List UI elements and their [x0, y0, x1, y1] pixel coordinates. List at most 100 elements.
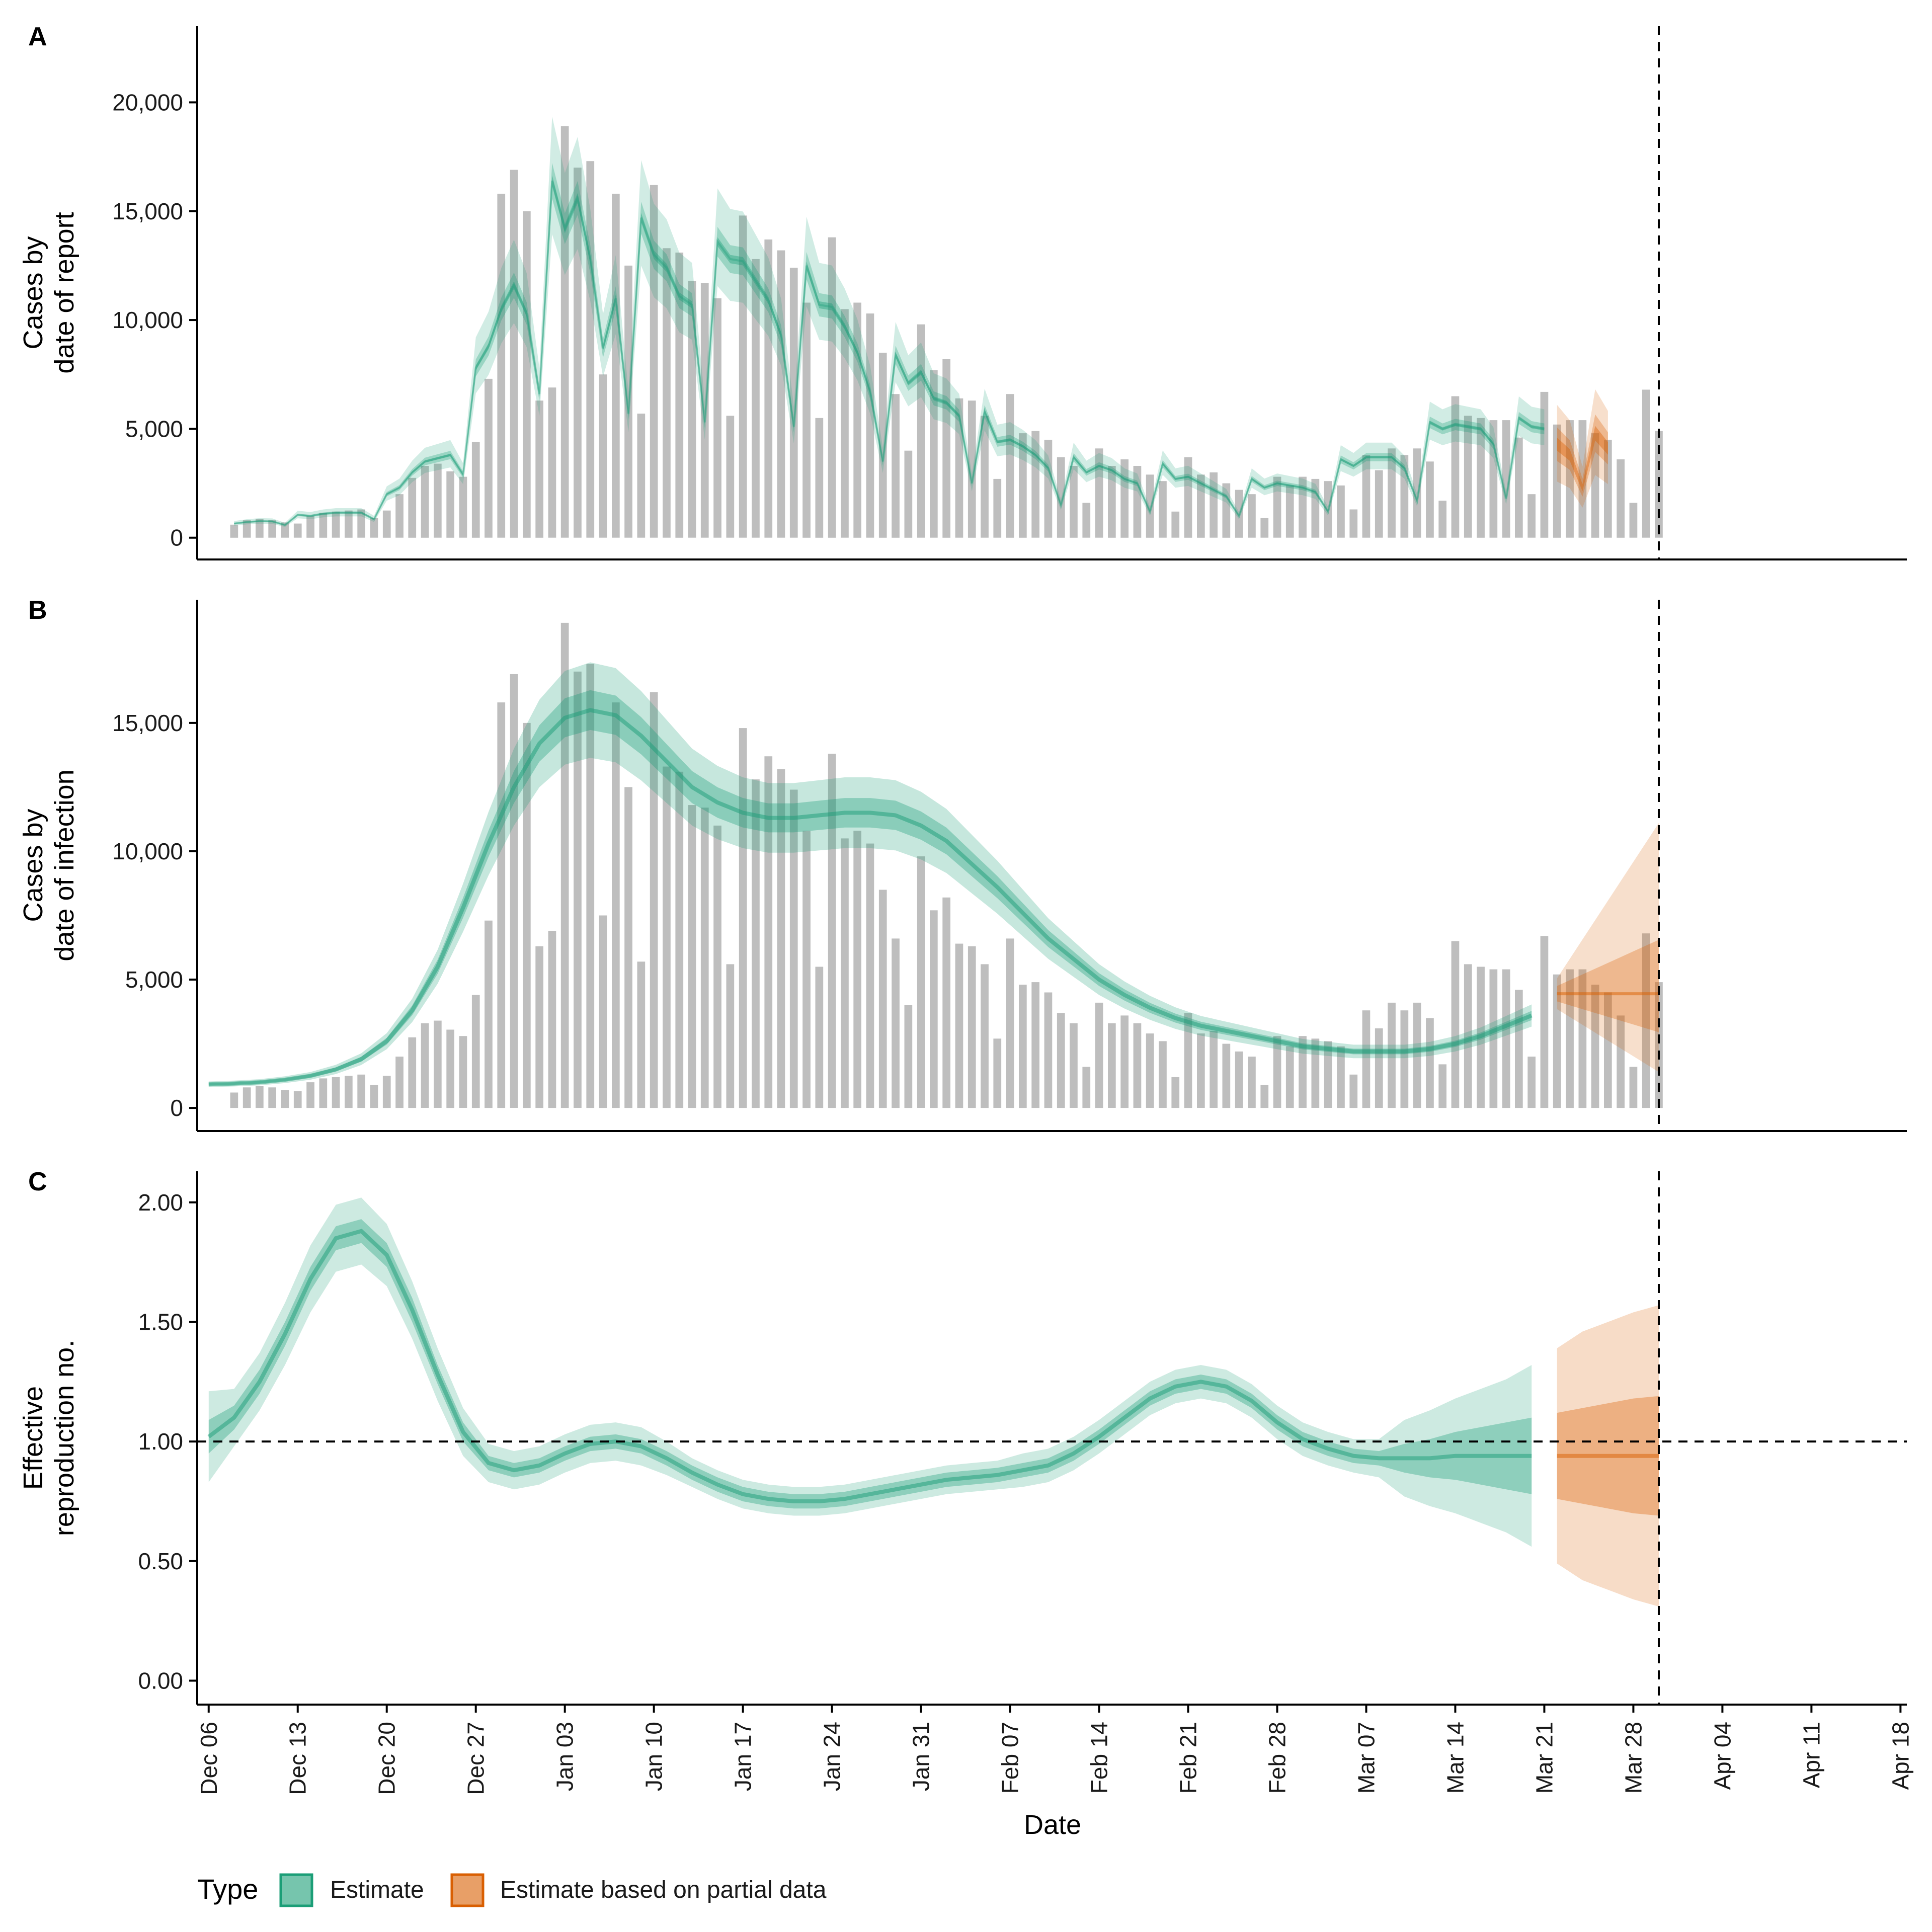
x-tick-label: Apr 11 [1798, 1722, 1824, 1788]
reported-cases-bar [1260, 518, 1269, 538]
panel-tag: B [28, 596, 47, 625]
reported-cases-bar [853, 302, 861, 538]
y-tick-label: 5,000 [125, 967, 183, 993]
y-tick-label: 1.50 [138, 1309, 183, 1335]
reported-cases-bar [560, 126, 569, 538]
reported-cases-bar [1591, 985, 1599, 1108]
reported-cases-bar [523, 211, 531, 538]
reported-cases-bar [663, 766, 671, 1108]
reported-cases-bar [1375, 470, 1383, 538]
y-tick-label: 15,000 [112, 710, 183, 736]
reported-cases-bar [1362, 1010, 1371, 1108]
reported-cases-bar [930, 370, 938, 538]
reported-cases-bar [370, 1085, 378, 1108]
reported-cases-bar [357, 1074, 365, 1108]
reported-cases-bar [1082, 1067, 1091, 1108]
x-tick-label: Jan 24 [819, 1722, 845, 1791]
reported-cases-bar [930, 910, 938, 1108]
reported-cases-bar [1044, 992, 1053, 1108]
y-tick-label: 0.50 [138, 1548, 183, 1574]
y-tick-label: 1.00 [138, 1428, 183, 1455]
reported-cases-bar [752, 259, 760, 538]
reported-cases-bar [993, 478, 1002, 538]
reported-cases-bar [1299, 1036, 1307, 1108]
reported-cases-bar [1019, 985, 1027, 1108]
reported-cases-bar [408, 477, 417, 538]
reported-cases-bar [1171, 511, 1180, 538]
y-tick-label: 20,000 [112, 89, 183, 115]
y-tick-label: 10,000 [112, 307, 183, 333]
reported-cases-bar [866, 313, 874, 538]
reported-cases-bar [1553, 974, 1561, 1108]
reported-cases-bar [1502, 420, 1510, 538]
reported-cases-bar [1031, 982, 1039, 1108]
reported-cases-bar [230, 524, 238, 538]
reported-cases-bar [764, 239, 773, 538]
reported-cases-bar [1362, 455, 1371, 538]
reported-cases-bar [1197, 474, 1205, 538]
reported-cases-bar [345, 510, 353, 538]
reported-cases-bar [1235, 490, 1243, 538]
estimate-band-report [234, 116, 1545, 527]
reported-cases-bar [370, 518, 378, 538]
reported-cases-bar [624, 265, 632, 538]
reported-cases-bar [1502, 969, 1510, 1108]
reported-cases-bar [1120, 1015, 1129, 1108]
reported-cases-bar [1006, 394, 1014, 538]
reported-cases-bar [548, 387, 556, 538]
reported-cases-bar [1617, 459, 1625, 538]
reported-cases-bar [1159, 481, 1167, 538]
reported-cases-bar [1285, 1046, 1294, 1108]
reported-cases-bar [1235, 1051, 1243, 1108]
reported-cases-bar [1527, 1057, 1536, 1108]
reported-cases-bar [1464, 964, 1472, 1108]
reported-cases-bar [650, 692, 658, 1108]
reported-cases-bar [917, 856, 925, 1108]
reported-cases-bar [1553, 424, 1561, 538]
y-axis-title-line: Cases by [18, 236, 48, 349]
reported-cases-bar [866, 843, 874, 1108]
y-tick-label: 10,000 [112, 838, 183, 864]
y-tick-label: 0 [170, 525, 183, 551]
reported-cases-bar [421, 1023, 429, 1108]
reported-cases-bar [917, 324, 925, 538]
reported-cases-bar [1540, 936, 1549, 1108]
partial-band-report [1557, 389, 1608, 508]
reported-cases-bar [1629, 1067, 1638, 1108]
reported-cases-bar [1337, 1046, 1345, 1108]
reported-cases-bar [1515, 990, 1523, 1108]
reported-cases-bar [332, 511, 340, 538]
reported-cases-bar [408, 1037, 417, 1108]
reported-cases-bar [1146, 1033, 1154, 1108]
reported-cases-bar [942, 359, 950, 538]
legend-title: Type [197, 1873, 258, 1905]
reported-cases-bar [777, 769, 785, 1108]
partial-band-report [1557, 426, 1608, 492]
y-tick-label: 5,000 [125, 416, 183, 442]
reported-cases-bar [497, 702, 506, 1108]
legend-label-estimate: Estimate [330, 1877, 424, 1903]
y-axis-title-line: reproduction no. [49, 1340, 79, 1536]
x-tick-label: Dec 20 [374, 1722, 400, 1795]
x-tick-label: Dec 06 [196, 1722, 222, 1795]
y-axis-title-line: date of report [49, 212, 79, 373]
reported-cases-bar [1082, 503, 1091, 538]
reported-cases-bar [700, 808, 709, 1108]
reported-cases-bar [243, 1087, 251, 1108]
estimate-band-infection [208, 662, 1532, 1087]
reported-cases-bar [1642, 389, 1650, 538]
reported-cases-bar [1159, 1041, 1167, 1108]
x-tick-label: Mar 21 [1531, 1722, 1557, 1794]
reported-cases-bar [802, 302, 811, 538]
y-axis-title-line: Cases by [18, 809, 48, 922]
reported-cases-bar [332, 1077, 340, 1108]
estimate-band-r [208, 1197, 1532, 1547]
reported-cases-bar [434, 1020, 442, 1108]
reported-cases-bar [1260, 1085, 1269, 1108]
reported-cases-bar [497, 194, 506, 538]
reported-cases-bar [1019, 433, 1027, 538]
reported-cases-bar [981, 964, 989, 1108]
estimate-line-infection [208, 708, 1533, 1087]
reported-cases-bar [268, 1087, 276, 1108]
reported-cases-bar [319, 513, 328, 538]
